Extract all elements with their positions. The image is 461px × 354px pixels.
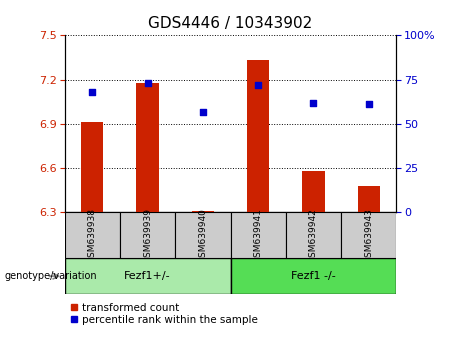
Text: Fezf1+/-: Fezf1+/- [124,271,171,281]
Point [365,102,372,107]
Text: GSM639940: GSM639940 [198,208,207,263]
Bar [286,212,341,258]
Text: GSM639941: GSM639941 [254,208,263,263]
Point [89,89,96,95]
Bar [192,211,214,212]
Text: GSM639943: GSM639943 [364,208,373,263]
Bar [120,212,175,258]
Bar [81,122,103,212]
Bar [65,258,230,294]
Bar [247,61,269,212]
Bar [341,212,396,258]
Point [144,80,151,86]
Bar [230,258,396,294]
Text: GSM639939: GSM639939 [143,208,152,263]
Legend: transformed count, percentile rank within the sample: transformed count, percentile rank withi… [70,303,258,325]
Point [199,109,207,114]
Point [254,82,262,88]
Bar [302,171,325,212]
Bar [65,212,120,258]
Bar [175,212,230,258]
Bar [358,186,380,212]
Text: GSM639942: GSM639942 [309,208,318,263]
Text: GDS4446 / 10343902: GDS4446 / 10343902 [148,16,313,31]
Text: genotype/variation: genotype/variation [5,271,97,281]
Text: GSM639938: GSM639938 [88,208,97,263]
Point [310,100,317,105]
Text: Fezf1 -/-: Fezf1 -/- [291,271,336,281]
Bar [230,212,286,258]
Bar [136,82,159,212]
